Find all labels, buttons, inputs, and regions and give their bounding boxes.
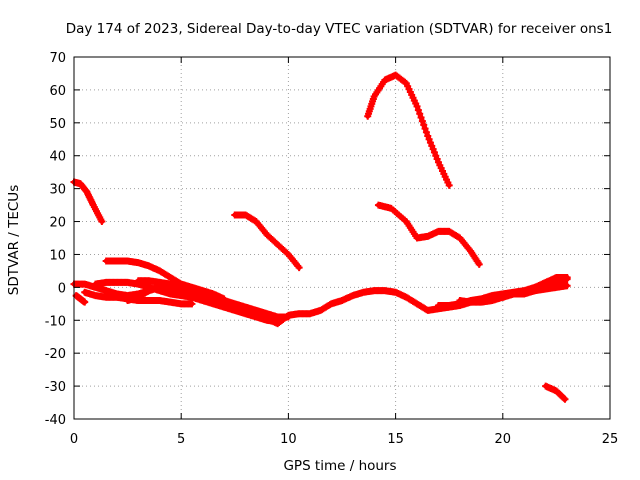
y-axis-label: SDTVAR / TECUs: [6, 185, 22, 295]
x-axis-label: GPS time / hours: [283, 458, 396, 474]
data-point: [188, 300, 196, 308]
data-point: [499, 290, 507, 298]
plot-frame: [73, 56, 611, 420]
series-arc-15: [531, 273, 571, 291]
y-tick-label: 0: [58, 281, 66, 296]
chart-title: Day 174 of 2023, Sidereal Day-to-day VTE…: [66, 21, 613, 37]
x-tick-label: 20: [495, 432, 512, 447]
x-tick-label: 10: [280, 432, 297, 447]
data-point: [561, 395, 569, 403]
data-point: [475, 260, 483, 268]
y-tick-label: 70: [49, 51, 66, 66]
data-point: [81, 298, 89, 306]
series-arc-1: [70, 178, 106, 226]
data-point: [413, 102, 421, 110]
y-tick-label: 30: [49, 183, 66, 198]
x-tick-label: 15: [387, 432, 404, 447]
data-point: [560, 394, 568, 402]
data-point: [563, 273, 571, 281]
y-tick-label: -40: [45, 413, 66, 428]
x-tick-label: 0: [70, 432, 78, 447]
data-point: [417, 113, 425, 121]
data-point: [416, 110, 424, 118]
data-point: [414, 106, 422, 114]
y-tick-label: 10: [49, 248, 66, 263]
grid: [74, 57, 610, 419]
data-point: [421, 125, 429, 133]
data-point: [563, 282, 571, 290]
y-tick-label: 40: [49, 150, 66, 165]
series-arc-16: [434, 290, 507, 309]
data-point: [295, 264, 303, 272]
y-tick-label: 50: [49, 117, 66, 132]
axis-ticks: 0 5 10 15 20 25 -40 -30 -20 -10 0 10 20 30 40 50 60 70: [45, 51, 619, 447]
data-point: [420, 121, 428, 129]
series-arc-5: [542, 382, 569, 403]
data-point: [284, 313, 292, 321]
data-point: [422, 128, 430, 136]
y-tick-label: 60: [49, 84, 66, 99]
series-arc-4: [374, 201, 483, 268]
y-tick-label: -10: [45, 314, 66, 329]
series-arc-6: [72, 292, 89, 306]
x-tick-label: 5: [177, 432, 185, 447]
data-point: [418, 117, 426, 125]
data-point: [445, 181, 453, 189]
y-tick-label: -20: [45, 347, 66, 362]
x-tick-label: 25: [602, 432, 619, 447]
series-arc-12: [134, 277, 292, 321]
series-arc-3: [364, 71, 453, 189]
series-arc-2: [231, 211, 303, 272]
data-series: [70, 71, 571, 403]
y-tick-label: 20: [49, 216, 66, 231]
data-point: [98, 218, 106, 226]
y-tick-label: -30: [45, 380, 66, 395]
